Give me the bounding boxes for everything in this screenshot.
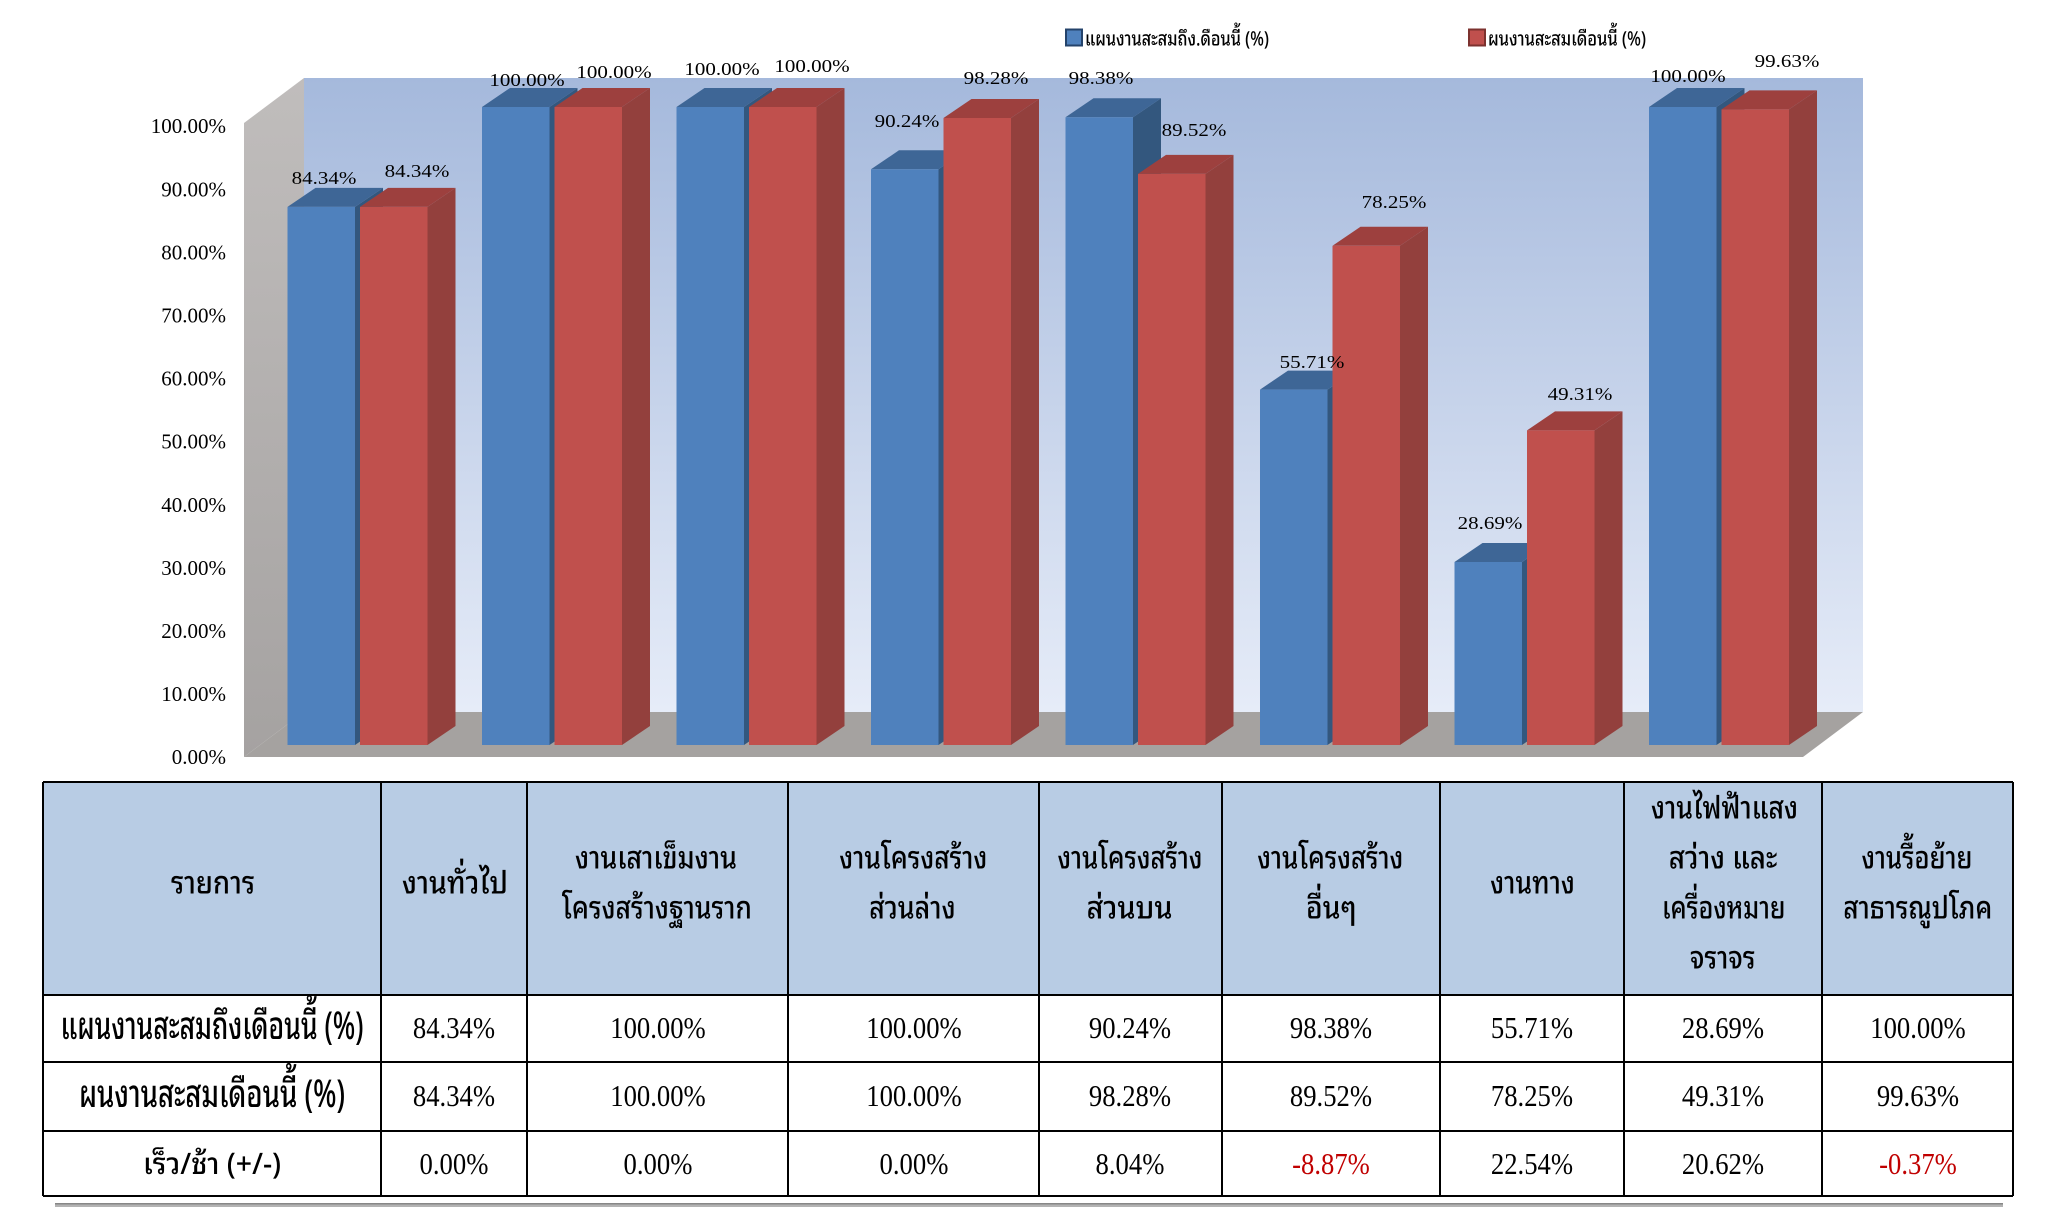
svg-text:55.71%: 55.71% <box>1280 352 1345 372</box>
svg-text:84.34%: 84.34% <box>413 1078 495 1113</box>
svg-text:30.00%: 30.00% <box>161 556 226 580</box>
svg-text:98.28%: 98.28% <box>1089 1078 1171 1113</box>
svg-text:100.00%: 100.00% <box>151 114 226 138</box>
svg-text:22.54%: 22.54% <box>1491 1146 1573 1181</box>
svg-text:-0.37%: -0.37% <box>1879 1146 1957 1181</box>
svg-text:20.62%: 20.62% <box>1682 1146 1764 1181</box>
svg-text:98.38%: 98.38% <box>1290 1010 1372 1045</box>
svg-text:28.69%: 28.69% <box>1682 1010 1764 1045</box>
svg-text:78.25%: 78.25% <box>1362 192 1427 212</box>
svg-text:100.00%: 100.00% <box>1650 66 1725 86</box>
svg-text:80.00%: 80.00% <box>161 240 226 264</box>
svg-text:89.52%: 89.52% <box>1162 120 1227 140</box>
svg-text:100.00%: 100.00% <box>684 59 759 79</box>
svg-text:20.00%: 20.00% <box>161 619 226 643</box>
svg-text:99.63%: 99.63% <box>1877 1078 1959 1113</box>
svg-text:-8.87%: -8.87% <box>1292 1146 1370 1181</box>
svg-text:100.00%: 100.00% <box>610 1078 706 1113</box>
svg-text:84.34%: 84.34% <box>385 161 450 181</box>
svg-text:90.00%: 90.00% <box>161 177 226 201</box>
svg-text:100.00%: 100.00% <box>866 1078 962 1113</box>
svg-text:60.00%: 60.00% <box>161 367 226 391</box>
svg-text:89.52%: 89.52% <box>1290 1078 1372 1113</box>
svg-text:100.00%: 100.00% <box>610 1010 706 1045</box>
svg-text:98.38%: 98.38% <box>1069 68 1134 88</box>
svg-text:84.34%: 84.34% <box>413 1010 495 1045</box>
svg-text:98.28%: 98.28% <box>964 68 1029 88</box>
svg-text:84.34%: 84.34% <box>292 168 357 188</box>
svg-text:70.00%: 70.00% <box>161 304 226 328</box>
svg-text:78.25%: 78.25% <box>1491 1078 1573 1113</box>
svg-text:100.00%: 100.00% <box>866 1010 962 1045</box>
svg-text:40.00%: 40.00% <box>161 493 226 517</box>
svg-text:49.31%: 49.31% <box>1548 384 1613 404</box>
svg-text:0.00%: 0.00% <box>172 745 226 769</box>
svg-text:8.04%: 8.04% <box>1096 1146 1165 1181</box>
svg-text:55.71%: 55.71% <box>1491 1010 1573 1045</box>
svg-text:100.00%: 100.00% <box>774 56 849 76</box>
svg-text:0.00%: 0.00% <box>420 1146 489 1181</box>
svg-text:50.00%: 50.00% <box>161 430 226 454</box>
svg-text:100.00%: 100.00% <box>1870 1010 1966 1045</box>
svg-text:0.00%: 0.00% <box>880 1146 949 1181</box>
svg-text:99.63%: 99.63% <box>1755 51 1820 71</box>
svg-text:90.24%: 90.24% <box>875 111 940 131</box>
svg-text:49.31%: 49.31% <box>1682 1078 1764 1113</box>
svg-text:10.00%: 10.00% <box>161 682 226 706</box>
svg-text:90.24%: 90.24% <box>1089 1010 1171 1045</box>
svg-text:100.00%: 100.00% <box>576 62 651 82</box>
svg-text:0.00%: 0.00% <box>624 1146 693 1181</box>
svg-text:100.00%: 100.00% <box>489 70 564 90</box>
svg-text:28.69%: 28.69% <box>1458 513 1523 533</box>
